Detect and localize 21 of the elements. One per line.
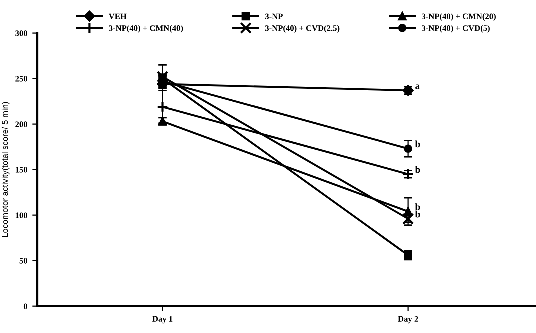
- y-axis-title: Locomotor activity(total score/ 5 min): [2, 102, 10, 238]
- y-tick-label: 150: [16, 167, 28, 173]
- annotation: b: [415, 166, 420, 174]
- x-tick-label: Day 2: [398, 316, 418, 324]
- y-tick-label: 50: [20, 258, 28, 264]
- y-tick-label: 250: [16, 76, 28, 82]
- legend-label: 3-NP(40) + CMN(40): [109, 25, 184, 33]
- legend-label: 3-NP(40) + CMN(20): [422, 14, 496, 22]
- x-tick-label: Day 1: [152, 316, 173, 324]
- legend-label: 3-NP(40) + CVD(2.5): [265, 25, 340, 33]
- annotation: b: [415, 140, 420, 148]
- annotation: b: [415, 204, 420, 210]
- annotation: a: [416, 84, 420, 90]
- annotation: b: [415, 210, 420, 218]
- y-tick-label: 300: [16, 30, 28, 36]
- legend-label: 3-NP(40) + CVD(5): [422, 25, 490, 33]
- legend-label: VEH: [108, 14, 127, 20]
- y-tick-label: 0: [24, 304, 28, 310]
- y-tick-label: 200: [16, 122, 28, 128]
- legend-label: 3-NP: [265, 14, 283, 20]
- y-tick-label: 100: [16, 212, 28, 218]
